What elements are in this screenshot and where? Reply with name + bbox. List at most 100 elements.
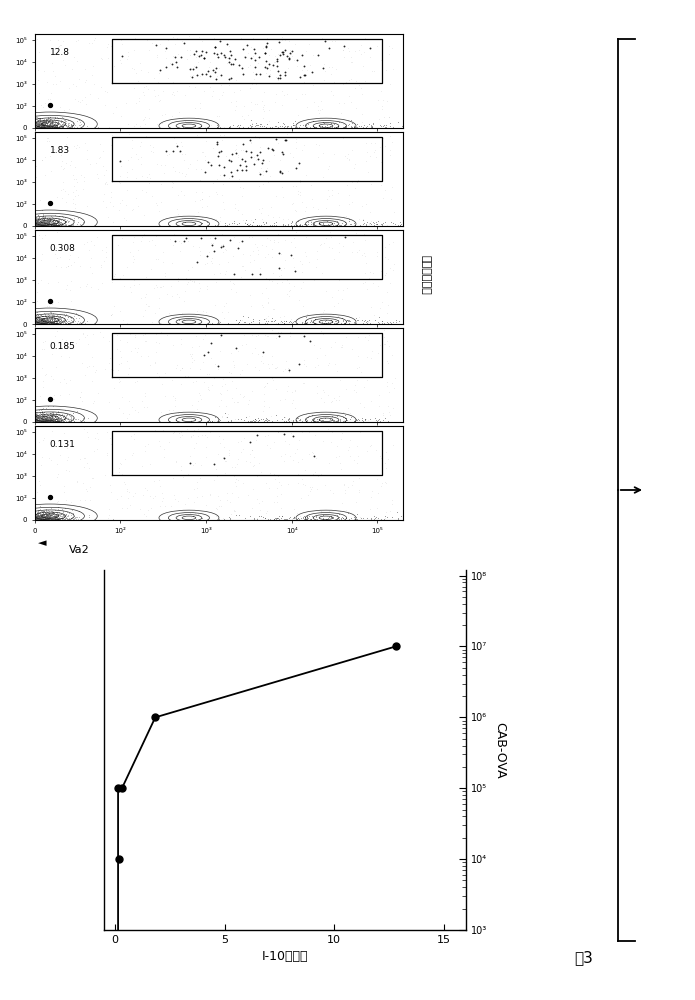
Point [280, 313, 291, 329]
Point [48, 118, 59, 134]
Point [361, 281, 372, 297]
Point [41, 411, 52, 427]
Point [29, 507, 40, 523]
Point [40, 313, 51, 329]
Point [42, 212, 53, 228]
Point [72, 315, 83, 331]
Point [48, 309, 59, 325]
Point [210, 39, 221, 55]
Point [40, 412, 51, 428]
Point [614, 511, 625, 527]
Point [50, 413, 61, 429]
Point [32, 119, 43, 135]
Point [379, 267, 390, 283]
Point [45, 116, 56, 132]
Point [224, 273, 236, 289]
Point [409, 410, 420, 426]
Point [261, 412, 272, 428]
Point [281, 272, 292, 288]
Point [40, 507, 51, 523]
Point [212, 49, 223, 65]
Point [587, 311, 598, 327]
Point [298, 58, 309, 74]
Point [44, 313, 56, 329]
Point [368, 508, 379, 524]
Point [367, 63, 378, 79]
Point [33, 116, 44, 132]
Point [335, 217, 346, 233]
Point [31, 413, 42, 429]
Point [33, 214, 44, 230]
Point [34, 315, 45, 331]
Point [664, 215, 675, 231]
Point [35, 511, 47, 527]
Point [230, 98, 241, 114]
Point [44, 507, 55, 523]
Point [38, 313, 49, 329]
Point [265, 512, 277, 528]
Point [41, 112, 52, 128]
Point [180, 113, 191, 129]
Point [45, 509, 56, 525]
Point [32, 307, 43, 323]
Point [215, 119, 226, 135]
Point [33, 117, 44, 133]
Point [255, 502, 266, 518]
Point [30, 205, 41, 221]
Point [48, 119, 59, 135]
Point [74, 389, 85, 405]
Point [38, 312, 49, 328]
Point [389, 370, 400, 386]
Point [34, 117, 45, 133]
Point [33, 209, 44, 225]
Point [383, 38, 394, 54]
Point [297, 117, 309, 133]
Point [34, 510, 45, 526]
Point [38, 117, 49, 133]
Point [38, 218, 49, 234]
Point [187, 259, 198, 275]
Point [34, 316, 45, 332]
Point [35, 218, 47, 234]
Point [31, 316, 42, 332]
Point [42, 313, 53, 329]
Point [40, 314, 51, 330]
Point [31, 212, 42, 228]
Point [39, 312, 50, 328]
Point [245, 119, 256, 135]
Point [306, 64, 318, 80]
Point [247, 481, 259, 497]
Point [50, 212, 61, 228]
Point [38, 512, 49, 528]
Point [47, 307, 58, 323]
Point [31, 511, 42, 527]
Point [66, 117, 77, 133]
Point [65, 309, 76, 325]
Point [67, 314, 79, 330]
Point [40, 412, 51, 428]
Point [357, 414, 368, 430]
Point [44, 119, 55, 135]
Point [251, 427, 262, 443]
Point [395, 217, 406, 233]
Point [324, 118, 335, 134]
Point [268, 511, 279, 527]
Point [306, 218, 318, 234]
Point [42, 414, 54, 430]
Point [32, 120, 43, 136]
Point [233, 315, 244, 331]
Point [32, 216, 43, 232]
Point [193, 428, 204, 444]
Point [33, 508, 44, 524]
Point [38, 432, 49, 448]
Point [72, 307, 83, 323]
Point [44, 120, 55, 136]
Point [51, 310, 63, 326]
Point [51, 511, 62, 527]
Point [44, 213, 56, 229]
Point [229, 200, 240, 216]
Point [42, 216, 54, 232]
Point [220, 453, 231, 469]
Point [101, 199, 112, 215]
Point [277, 46, 288, 62]
